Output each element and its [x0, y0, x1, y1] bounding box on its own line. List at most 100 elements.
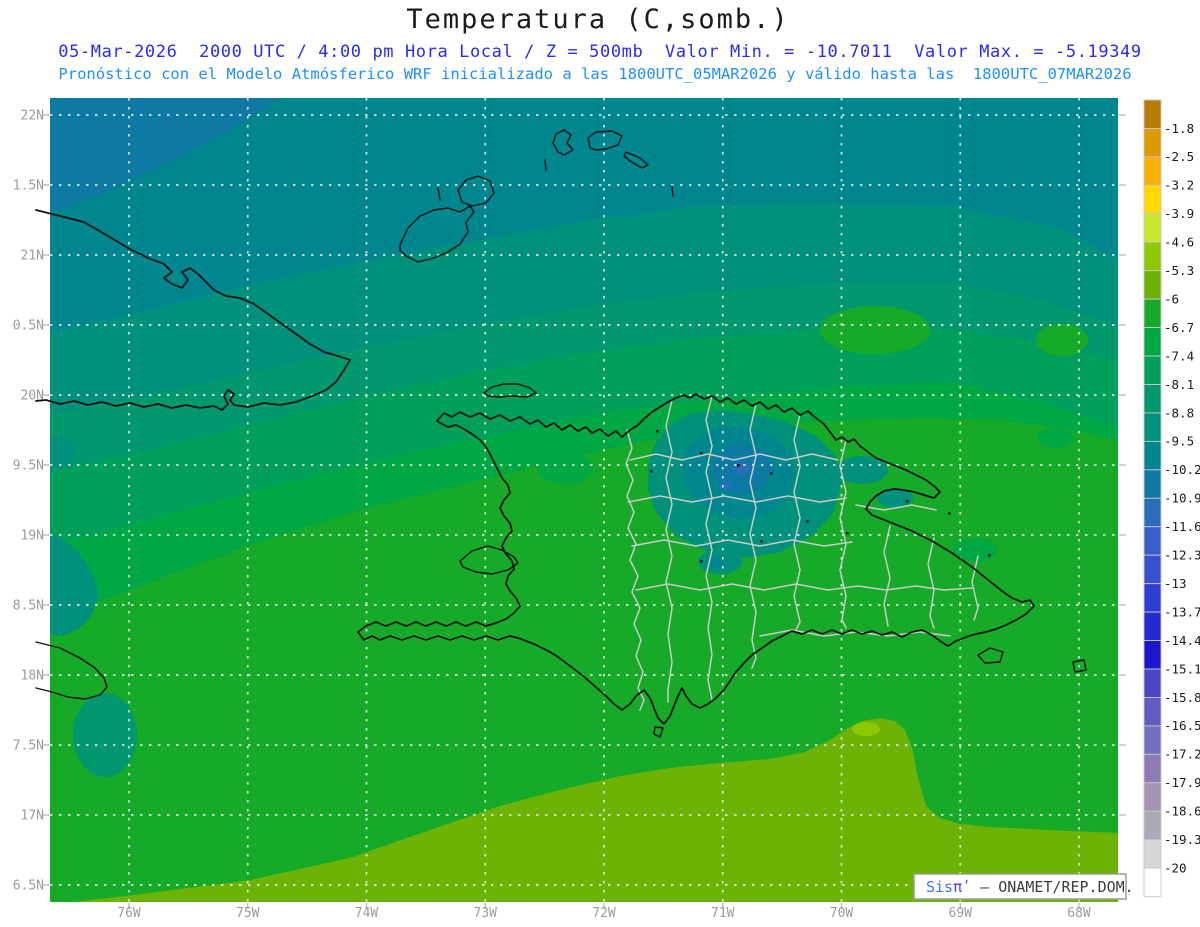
colorbar-tick-label: -5.3 [1164, 263, 1194, 278]
colorbar-cell [1143, 270, 1162, 300]
lat-label: 18N [21, 669, 44, 684]
colorbar-tick-label: -15.8 [1164, 690, 1200, 705]
cold-mid-s [708, 556, 728, 568]
stamp-box [913, 873, 1127, 900]
coastline-cuba [35, 209, 351, 411]
colorbar-cell [1143, 440, 1162, 471]
terrain-specks [650, 430, 991, 563]
colorbar-cell [1143, 184, 1162, 215]
colorbar-cell [1143, 725, 1162, 755]
cold-corner-northwest [50, 98, 278, 212]
colorbar-tick-label: -19.3 [1164, 832, 1200, 847]
colorbar-cell [1143, 810, 1162, 841]
lat-label: 21N [21, 249, 44, 264]
colorbar-tick-label: -4.6 [1164, 235, 1194, 250]
colorbar-tick-label: -9.5 [1164, 434, 1194, 449]
sispi-onamet-stamp: Sisπʹ – ONAMET/REP.DOM. [913, 873, 1134, 900]
colorbar-cell [1143, 497, 1162, 528]
islet-tick-3 [671, 185, 674, 197]
subtitle-validtime: 05-Mar-2026 2000 UTC / 4:00 pm Hora Loca… [58, 42, 1142, 62]
colorbar-tick-label: -2.5 [1164, 149, 1194, 164]
cold-ring-ne [836, 456, 888, 484]
island-turks [623, 151, 649, 169]
colorbar-cell [1143, 583, 1162, 613]
colorbar-tick-label: -10.9 [1164, 491, 1200, 506]
subtitle-model-run: Pronóstico con el Modelo Atmósferico WRF… [58, 65, 1131, 83]
island-gonave [459, 545, 519, 575]
lon-label: 70W [830, 906, 854, 921]
lon-label: 76W [117, 906, 141, 921]
colorbar-cell [1143, 156, 1162, 186]
colorbar-tick-label: -18.6 [1164, 804, 1200, 819]
colorbar-tick-label: -15.1 [1164, 661, 1200, 676]
island-caicos-west [552, 129, 574, 156]
warm-spot [852, 722, 880, 736]
colorbar-cell [1143, 640, 1162, 670]
colorbar-cell [1143, 384, 1162, 414]
green-patch-east-2 [1037, 428, 1073, 448]
lat-label: 7.5N [13, 739, 44, 754]
colorbar-tick-label: -11.6 [1164, 519, 1200, 534]
lat-label: 6.5N [13, 879, 44, 894]
boundaries [35, 129, 1087, 738]
colorbar-cell [1143, 782, 1162, 812]
stamp-sis: Sis [926, 878, 953, 896]
page-title: Temperatura (C,somb.) [406, 4, 789, 35]
lat-label: 8.5N [13, 599, 44, 614]
colorbar-cell [1143, 298, 1162, 329]
lat-label: 17N [21, 809, 44, 824]
island-little-inagua [457, 175, 495, 207]
colorbar-cell [1143, 554, 1162, 585]
colorbar-cell [1143, 355, 1162, 385]
lon-label: 72W [592, 906, 616, 921]
province-borders-dr [627, 395, 979, 703]
colorbar-cell [1143, 839, 1162, 869]
colorbar-tick-label: -14.4 [1164, 633, 1200, 648]
colorbar-tick-label: -17.2 [1164, 747, 1200, 762]
island-mona [1072, 659, 1087, 673]
colorbar-cell [1143, 867, 1162, 898]
cold-core-speck-1 [733, 462, 751, 474]
colorbar-tick-label: -10.2 [1164, 462, 1200, 477]
island-great-inagua [399, 205, 475, 263]
island-beata [653, 726, 664, 738]
longitude-axis-labels: 76W 75W 74W 73W 72W 71W 70W 69W 68W [117, 906, 1091, 921]
green-patch-south-haiti [410, 650, 546, 702]
green-patch-east-1 [953, 538, 997, 562]
colorbar-cell [1143, 241, 1162, 272]
colorbar [1143, 99, 1162, 898]
colorbar-tick-label: -6 [1164, 291, 1179, 306]
colorbar-tick-label: -16.5 [1164, 718, 1200, 733]
colorbar-tick-label: -3.9 [1164, 206, 1194, 221]
lat-label: 20N [21, 389, 44, 404]
coastline-jamaica [35, 641, 108, 700]
colorbar-tick-label: -7.4 [1164, 348, 1194, 363]
colorbar-cell [1143, 327, 1162, 357]
coastline-hispaniola [357, 393, 1035, 725]
colorbar-tick-label: -13 [1164, 576, 1187, 591]
colorbar-tick-label: -8.1 [1164, 377, 1194, 392]
cool-blob-southwest [73, 693, 137, 777]
colorbar-tick-label: -3.2 [1164, 178, 1194, 193]
border-haiti-dr [625, 429, 645, 711]
axis-ticks [42, 114, 1126, 909]
colorbar-tick-label: -13.7 [1164, 604, 1200, 619]
colorbar-cell [1143, 611, 1162, 641]
green-patch-northeast [1036, 324, 1088, 356]
stamp-org: – ONAMET/REP.DOM. [971, 878, 1134, 896]
cold-blob-west-2 [50, 535, 98, 636]
band-minus5-5-warm [50, 718, 1118, 902]
lat-label: 1.5N [13, 179, 44, 194]
colorbar-cell [1143, 753, 1162, 784]
colorbar-cell [1143, 697, 1162, 727]
lon-label: 75W [236, 906, 260, 921]
stamp-pi: πʹ [953, 878, 971, 896]
colorbar-tick-label: -1.8 [1164, 121, 1194, 136]
latitude-axis-labels: 22N 1.5N 21N 0.5N 20N 9.5N 19N 8.5N 18N 7.5N 17N 6.… [13, 109, 44, 894]
cold-ring-e [877, 488, 913, 508]
lat-label: 0.5N [13, 319, 44, 334]
map-canvas [50, 98, 1118, 902]
islet-tick-1 [437, 187, 441, 201]
lon-label: 73W [474, 906, 498, 921]
